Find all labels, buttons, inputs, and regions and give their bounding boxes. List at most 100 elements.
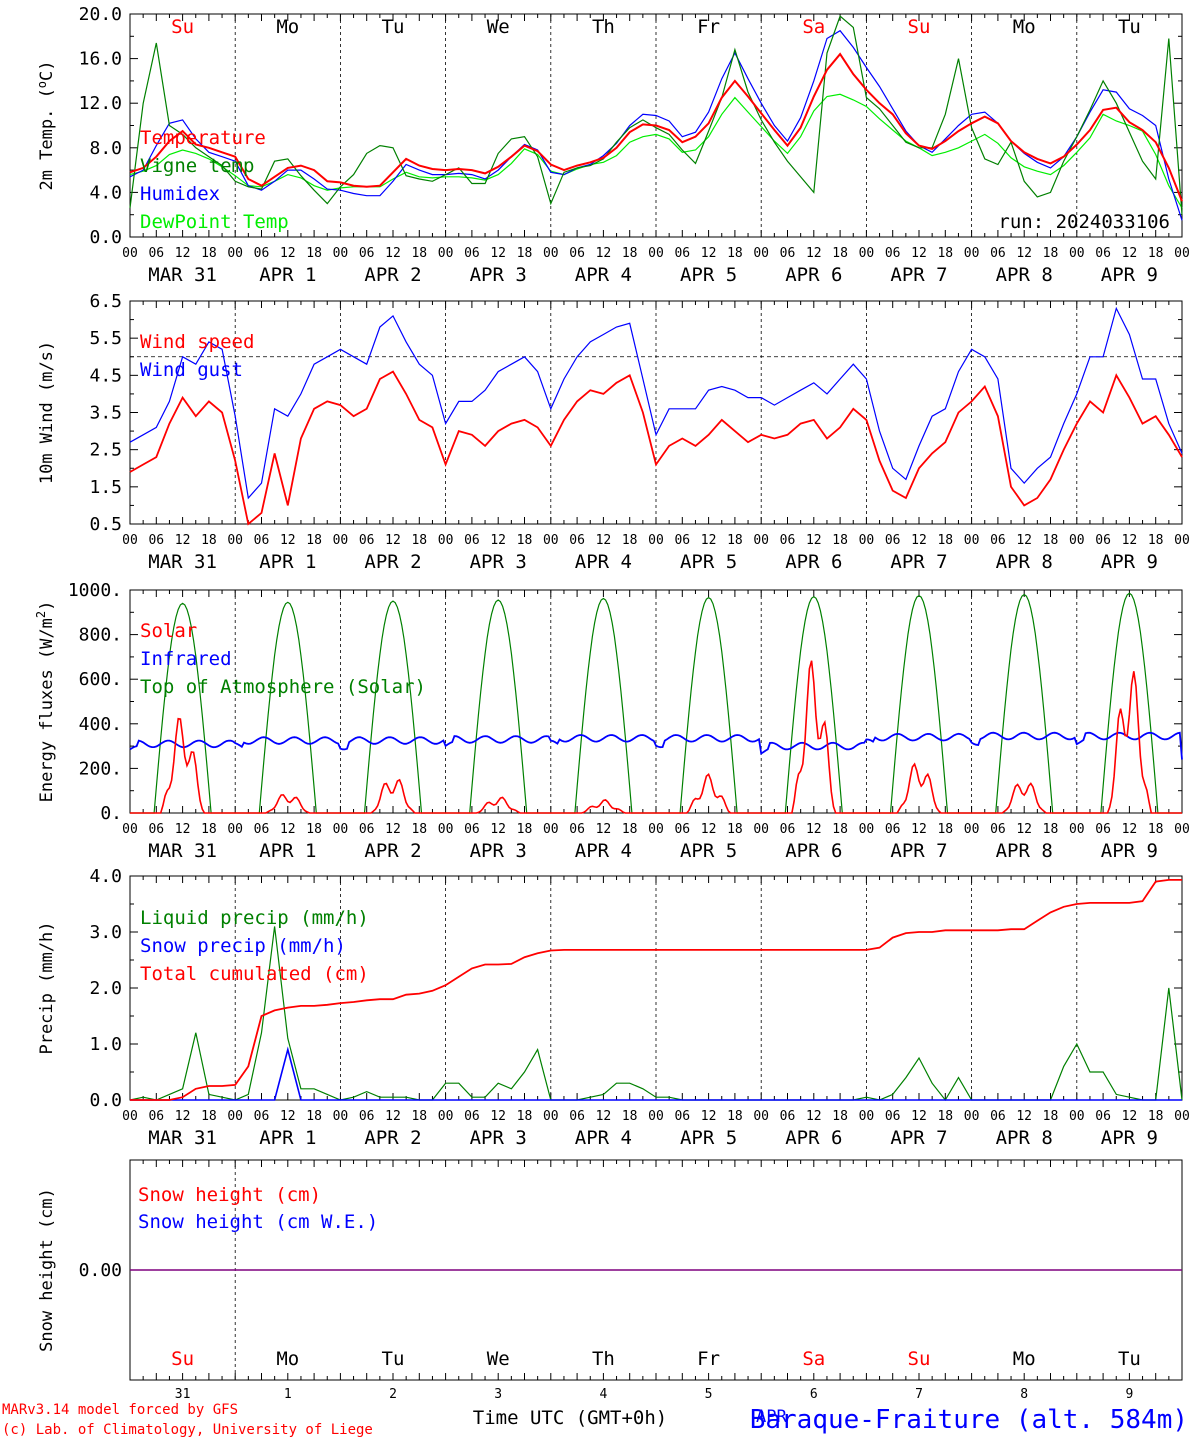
hour-tick-label: 12: [385, 533, 401, 548]
day-number: 4: [599, 1387, 607, 1402]
hour-tick-label: 00: [648, 533, 664, 548]
y-tick-label: 600.: [79, 669, 122, 690]
hour-tick-label: 12: [490, 822, 506, 837]
hour-tick-label: 12: [385, 246, 401, 261]
hour-tick-label: 00: [122, 246, 138, 261]
date-label: APR 4: [575, 1127, 632, 1149]
day-name-top: Th: [592, 16, 615, 38]
day-name-bottom: Su: [171, 1348, 194, 1370]
hour-tick-label: 00: [543, 533, 559, 548]
hour-tick-label: 12: [596, 246, 612, 261]
hour-tick-label: 06: [990, 533, 1006, 548]
run-label: run: 2024033106: [998, 211, 1170, 233]
hour-tick-label: 18: [937, 533, 953, 548]
hour-tick-label: 00: [859, 1109, 875, 1124]
day-number: 3: [494, 1387, 502, 1402]
hour-tick-label: 12: [806, 822, 822, 837]
date-label: APR 6: [785, 840, 842, 862]
hour-tick-label: 00: [227, 246, 243, 261]
hour-tick-label: 06: [674, 533, 690, 548]
hour-tick-label: 06: [674, 822, 690, 837]
y-tick-label: 5.5: [89, 328, 122, 349]
date-label: APR 3: [470, 264, 527, 286]
legend-entry: Snow height (cm): [138, 1184, 321, 1206]
y-tick-label: 4.5: [89, 365, 122, 386]
hour-tick-label: 12: [175, 822, 191, 837]
hour-tick-label: 18: [201, 822, 217, 837]
hour-tick-label: 18: [1043, 822, 1059, 837]
y-tick-label: 1.0: [89, 1034, 122, 1055]
hour-tick-label: 12: [175, 246, 191, 261]
y-tick-label: 8.0: [89, 138, 122, 159]
hour-tick-label: 12: [596, 822, 612, 837]
hour-tick-label: 00: [648, 822, 664, 837]
hour-tick-label: 06: [148, 533, 164, 548]
day-number: 1: [284, 1387, 292, 1402]
temperature-series-line: [129, 15, 1183, 215]
hour-tick-label: 18: [622, 533, 638, 548]
energy-frame: [129, 589, 1183, 814]
hour-tick-label: 06: [359, 822, 375, 837]
hour-tick-label: 12: [911, 1109, 927, 1124]
hour-tick-label: 00: [1069, 246, 1085, 261]
legend-entry: Infrared: [140, 648, 232, 670]
total-cumulated-line: [130, 879, 1182, 1101]
station-name: Baraque-Fraiture (alt. 584m): [750, 1405, 1188, 1435]
hour-tick-label: 06: [990, 822, 1006, 837]
hour-tick-label: 00: [753, 533, 769, 548]
hour-tick-label: 18: [1148, 1109, 1164, 1124]
hour-tick-label: 12: [1122, 533, 1138, 548]
date-label: APR 2: [364, 551, 421, 573]
hour-tick-label: 06: [780, 1109, 796, 1124]
hour-tick-label: 12: [280, 822, 296, 837]
hour-tick-label: 06: [780, 533, 796, 548]
hour-tick-label: 00: [1069, 533, 1085, 548]
legend-entry: Top of Atmosphere (Solar): [140, 676, 426, 698]
hour-tick-label: 00: [543, 822, 559, 837]
y-axis-label: Precip (mm/h): [37, 921, 57, 1054]
hour-tick-label: 18: [727, 1109, 743, 1124]
hour-tick-label: 06: [254, 246, 270, 261]
day-name-top: We: [487, 16, 510, 38]
hour-tick-label: 00: [227, 533, 243, 548]
date-label: APR 7: [890, 1127, 947, 1149]
day-name-top: Su: [908, 16, 931, 38]
hour-tick-label: 06: [674, 246, 690, 261]
hour-tick-label: 12: [806, 533, 822, 548]
hour-tick-label: 18: [1148, 246, 1164, 261]
day-number: 6: [810, 1387, 818, 1402]
hour-tick-label: 00: [333, 246, 349, 261]
hour-tick-label: 00: [1174, 1109, 1190, 1124]
date-label: APR 2: [364, 264, 421, 286]
date-label: APR 3: [470, 840, 527, 862]
hour-tick-label: 06: [569, 1109, 585, 1124]
wind-gust-line: [129, 306, 1183, 500]
hour-tick-label: 00: [543, 246, 559, 261]
date-label: APR 5: [680, 1127, 737, 1149]
y-tick-label: 1000.: [68, 580, 122, 601]
day-number: 7: [915, 1387, 923, 1402]
hour-tick-label: 06: [359, 533, 375, 548]
hour-tick-label: 00: [648, 246, 664, 261]
date-label: APR 8: [996, 264, 1053, 286]
hour-tick-label: 06: [464, 1109, 480, 1124]
hour-tick-label: 00: [753, 246, 769, 261]
y-tick-label: 6.5: [89, 291, 122, 312]
infrared-line: [129, 731, 1183, 760]
date-label: APR 5: [680, 551, 737, 573]
hour-tick-label: 18: [517, 1109, 533, 1124]
hour-tick-label: 12: [596, 1109, 612, 1124]
y-tick-label: 0.: [100, 803, 122, 824]
hour-tick-label: 06: [674, 1109, 690, 1124]
hour-tick-label: 06: [254, 822, 270, 837]
date-label: APR 8: [996, 1127, 1053, 1149]
date-label: APR 1: [259, 1127, 316, 1149]
hour-tick-label: 06: [885, 246, 901, 261]
legend-entry: Liquid precip (mm/h): [140, 907, 369, 929]
hour-tick-label: 00: [753, 1109, 769, 1124]
temperature-series-line: [129, 52, 1183, 202]
solar-line: [130, 660, 1182, 814]
hour-tick-label: 06: [254, 533, 270, 548]
legend-entry: Temperature: [140, 127, 266, 149]
hour-tick-label: 12: [280, 1109, 296, 1124]
